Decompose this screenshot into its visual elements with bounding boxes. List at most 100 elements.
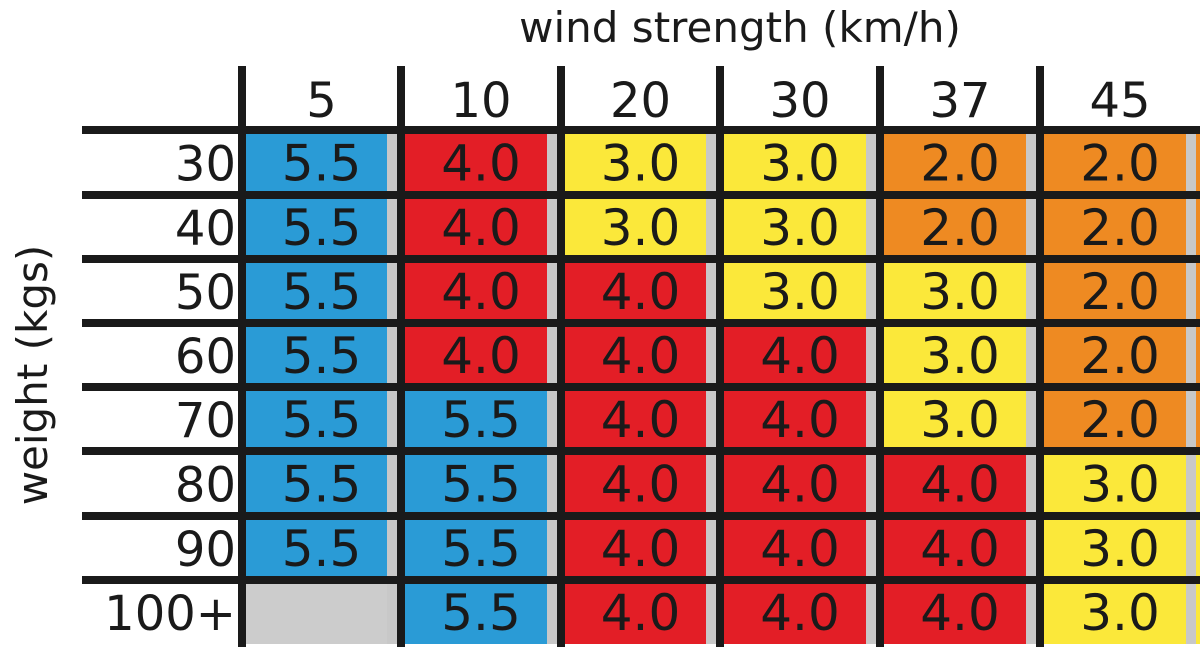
cell-value: 5.5 xyxy=(441,456,521,514)
cell-value: 3.0 xyxy=(601,135,681,193)
cell-value: 5.5 xyxy=(282,135,362,193)
cell-edge-strip xyxy=(1186,259,1196,323)
cell-value: 4.0 xyxy=(760,456,840,514)
grid-line-horizontal xyxy=(82,383,1200,391)
grid-layer xyxy=(82,66,1200,647)
cell-edge-strip xyxy=(866,387,876,451)
table-cell xyxy=(720,259,880,323)
table-cell xyxy=(1040,387,1200,451)
cell-edge-strip xyxy=(387,580,397,644)
cell-edge-strip xyxy=(706,323,716,387)
table-cell xyxy=(401,387,561,451)
cell-edge-strip xyxy=(866,195,876,259)
table-cell xyxy=(242,323,401,387)
cell-value: 2.0 xyxy=(1080,263,1160,321)
cell-edge-strip xyxy=(387,130,397,195)
table-cell xyxy=(880,323,1040,387)
table-cell xyxy=(242,259,401,323)
table-cell xyxy=(401,580,561,644)
row-header: 90 xyxy=(175,522,236,578)
cell-value: 4.0 xyxy=(601,327,681,385)
cell-edge-strip xyxy=(1026,130,1036,195)
cell-edge-strip xyxy=(706,387,716,451)
cell-edge-strip xyxy=(706,259,716,323)
table-cell xyxy=(1040,516,1200,580)
cell-value: 4.0 xyxy=(441,135,521,193)
table-cell xyxy=(561,451,720,516)
cell-value: 2.0 xyxy=(1080,199,1160,257)
cell-edge-strip xyxy=(706,451,716,516)
table-cell xyxy=(720,451,880,516)
cell-value: 4.0 xyxy=(920,520,1000,578)
cell-value: 4.0 xyxy=(601,584,681,642)
cell-value: 4.0 xyxy=(441,327,521,385)
cell-value: 4.0 xyxy=(760,520,840,578)
cell-edge-strip xyxy=(1026,259,1036,323)
cell-value: 2.0 xyxy=(920,135,1000,193)
cell-value: 4.0 xyxy=(441,263,521,321)
cell-edge-strip xyxy=(866,580,876,644)
cell-value: 4.0 xyxy=(601,263,681,321)
cell-edge-strip xyxy=(1026,195,1036,259)
grid-line-vertical xyxy=(557,66,565,647)
cell-edge-strip xyxy=(1186,516,1196,580)
cell-value: 3.0 xyxy=(920,263,1000,321)
grid-line-vertical xyxy=(397,66,405,647)
cell-edge-strip xyxy=(387,323,397,387)
table-cell xyxy=(561,259,720,323)
cell-value: 4.0 xyxy=(441,199,521,257)
cell-value: 5.5 xyxy=(441,584,521,642)
cell-value: 3.0 xyxy=(760,199,840,257)
table-cell xyxy=(1040,323,1200,387)
table-cell xyxy=(561,580,720,644)
column-header: 45 xyxy=(1089,73,1150,129)
cell-edge-strip xyxy=(547,259,557,323)
grid-line-horizontal xyxy=(82,576,1200,584)
table-cell xyxy=(242,580,401,644)
cell-edge-strip xyxy=(1026,323,1036,387)
cell-edge-strip xyxy=(547,387,557,451)
cell-value: 5.5 xyxy=(282,327,362,385)
table-cell xyxy=(720,323,880,387)
cell-edge-strip xyxy=(547,516,557,580)
cell-edge-strip xyxy=(1026,451,1036,516)
grid-line-horizontal xyxy=(82,319,1200,327)
cell-value: 5.5 xyxy=(282,391,362,449)
column-header: 10 xyxy=(450,73,511,129)
cell-value: 3.0 xyxy=(760,263,840,321)
cell-value: 3.0 xyxy=(920,327,1000,385)
table-cell xyxy=(561,323,720,387)
grid-line-horizontal xyxy=(82,126,1200,134)
table-cell xyxy=(401,259,561,323)
grid-line-vertical xyxy=(876,66,884,647)
cell-edge-strip xyxy=(866,451,876,516)
row-header: 30 xyxy=(175,137,236,193)
cell-value: 2.0 xyxy=(1080,327,1160,385)
cell-edge-strip xyxy=(866,516,876,580)
cell-value: 5.5 xyxy=(441,520,521,578)
table-cell xyxy=(720,387,880,451)
table-cell xyxy=(880,451,1040,516)
cell-edge-strip xyxy=(387,259,397,323)
cell-value: 4.0 xyxy=(760,391,840,449)
cell-value: 2.0 xyxy=(1080,135,1160,193)
table-cell xyxy=(880,259,1040,323)
cell-value: 3.0 xyxy=(920,391,1000,449)
row-header: 40 xyxy=(175,201,236,257)
cell-edge-strip xyxy=(1186,580,1196,644)
grid-line-horizontal xyxy=(82,255,1200,263)
table-cell xyxy=(1040,259,1200,323)
cell-value: 4.0 xyxy=(601,391,681,449)
table-cell xyxy=(880,195,1040,259)
table-cell xyxy=(1040,580,1200,644)
labels-layer: wind strength (km/h) weight (kgs) 5.5 4.0… xyxy=(8,3,1160,642)
cell-edge-strip xyxy=(1026,580,1036,644)
cell-value: 3.0 xyxy=(1080,456,1160,514)
table-cell xyxy=(401,516,561,580)
grid-line-horizontal xyxy=(82,447,1200,455)
cell-edge-strip xyxy=(1186,387,1196,451)
table-cell xyxy=(242,387,401,451)
cell-value: 5.5 xyxy=(282,263,362,321)
cell-value: 4.0 xyxy=(920,584,1000,642)
